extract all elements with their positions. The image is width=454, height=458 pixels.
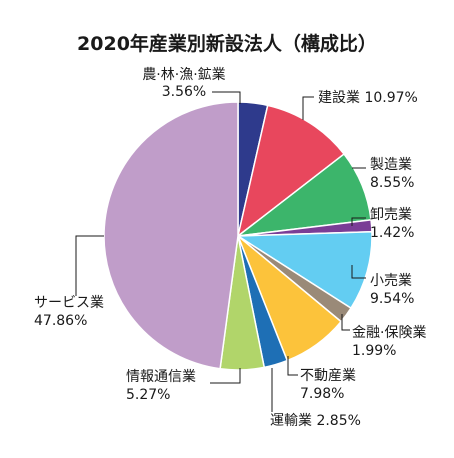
slice-value-label: 2.85% xyxy=(316,413,360,429)
leader-line-農-林-漁-鉱業 xyxy=(212,91,241,104)
slice-name-label: 小売業 xyxy=(370,273,412,289)
slice-label: 建設業 10.97% xyxy=(318,90,418,106)
slice-value-label: 8.55% xyxy=(370,175,414,191)
slice-value-label: 9.54% xyxy=(370,291,414,307)
slice-value-label: 1.99% xyxy=(352,343,396,359)
slice-value-label: 7.98% xyxy=(300,386,344,402)
slice-name-label: 不動産業 xyxy=(300,368,356,384)
slice-label: 運輸業 2.85% xyxy=(270,413,361,429)
leader-line-小売業 xyxy=(351,265,366,279)
pie-slice-建設業 xyxy=(236,104,346,238)
slice-name-label: 建設業 xyxy=(318,90,364,106)
leader-lines xyxy=(75,91,366,412)
slice-value-label: 3.56% xyxy=(162,84,206,100)
slice-name-label: 運輸業 xyxy=(270,413,316,429)
slice-value-label: 10.97% xyxy=(364,90,417,106)
slice-labels: 農·林·漁·鉱業3.56% 建設業 10.97% 製造業 8.55% 卸売業 1.42% 小… xyxy=(34,66,426,429)
slice-name-label: 農·林·漁·鉱業 xyxy=(142,66,225,83)
leader-line-建設業 xyxy=(302,96,314,120)
leader-line-サービス業 xyxy=(75,235,104,296)
slice-value-label: 5.27% xyxy=(126,387,170,403)
pie-slices xyxy=(103,101,373,371)
slice-name-label: 金融·保険業 xyxy=(352,325,426,341)
chart-title: 2020年産業別新設法人（構成比） xyxy=(77,32,377,55)
pie-slice-小売業 xyxy=(235,231,373,310)
slice-name-label: 情報通信業 xyxy=(126,369,196,385)
leader-line-金融-保険業 xyxy=(341,314,350,331)
leader-line-卸売業 xyxy=(351,217,366,226)
pie-slice-サービス業 xyxy=(103,101,239,370)
leader-line-情報通信業 xyxy=(210,368,241,384)
slice-value-label: 47.86% xyxy=(34,313,87,329)
slice-name-label: 製造業 xyxy=(370,157,412,173)
slice-value-label: 1.42% xyxy=(370,225,414,241)
slice-name-label: サービス業 xyxy=(34,295,104,311)
leader-line-不動産業 xyxy=(287,356,298,376)
slice-name-label: 卸売業 xyxy=(370,207,412,223)
